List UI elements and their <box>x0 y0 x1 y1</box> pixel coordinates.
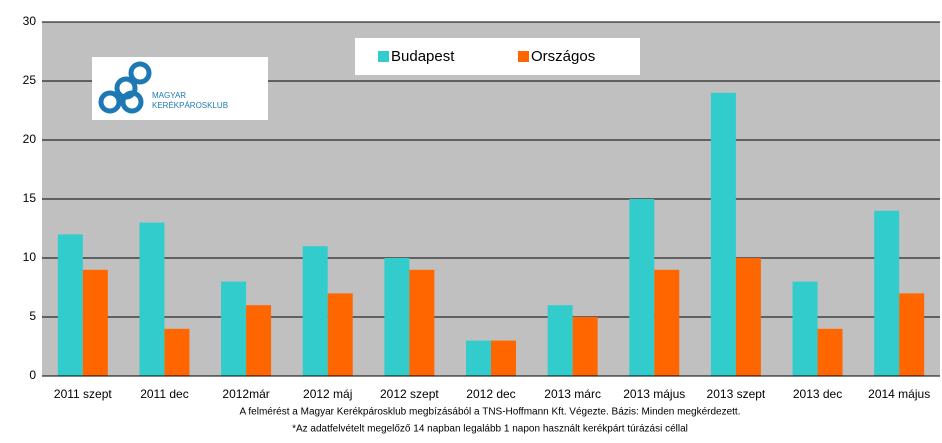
logo-box <box>92 57 268 120</box>
legend-label: Budapest <box>391 48 455 65</box>
bar <box>792 281 818 376</box>
bar <box>710 92 736 377</box>
y-tick-label: 30 <box>23 14 37 28</box>
bar <box>735 258 761 376</box>
x-tick-label: 2013 május <box>623 387 685 401</box>
footnote: *Az adatfelvételt megelőző 14 napban leg… <box>292 424 688 435</box>
bar <box>899 293 925 376</box>
bar <box>164 328 190 376</box>
x-tick-label: 2014 május <box>868 387 930 401</box>
bar <box>327 293 353 376</box>
bar <box>654 269 680 376</box>
bar <box>82 269 108 376</box>
y-tick-label: 5 <box>29 309 36 323</box>
x-tick-label: 2011 szept <box>54 387 112 401</box>
x-tick-label: 2013 dec <box>793 387 842 401</box>
bar <box>466 340 491 376</box>
x-tick-label: 2012már <box>222 387 269 401</box>
footnote: A felmérést a Magyar Kerékpárosklub megb… <box>240 407 741 418</box>
legend-swatch <box>518 51 529 62</box>
bar <box>139 222 165 376</box>
logo: MAGYAR KERÉKPÁROSKLUB <box>92 57 268 120</box>
bar <box>491 340 516 376</box>
bar <box>547 305 573 376</box>
bar <box>246 305 272 376</box>
bar <box>221 281 247 376</box>
bar <box>409 269 435 376</box>
legend-label: Országos <box>531 48 595 65</box>
logo-text: MAGYAR <box>152 91 186 100</box>
bar <box>817 328 843 376</box>
bar <box>302 246 328 376</box>
logo-text: KERÉKPÁROSKLUB <box>152 101 228 110</box>
x-tick-label: 2012 dec <box>466 387 515 401</box>
y-tick-label: 0 <box>29 368 36 382</box>
y-tick-label: 20 <box>23 132 37 146</box>
bar <box>572 317 598 376</box>
y-tick-label: 10 <box>23 250 37 264</box>
y-tick-label: 15 <box>23 191 37 205</box>
legend-swatch <box>378 51 389 62</box>
x-tick-label: 2011 dec <box>140 387 189 401</box>
bar <box>384 258 410 376</box>
logo-rings <box>98 61 152 114</box>
x-tick-label: 2013 szept <box>707 387 766 401</box>
y-tick-label: 25 <box>23 73 37 87</box>
x-tick-label: 2012 szept <box>380 387 439 401</box>
x-tick-label: 2013 márc <box>544 387 601 401</box>
legend-box <box>355 38 640 75</box>
bar <box>629 199 655 376</box>
bar <box>57 234 83 376</box>
x-tick-label: 2012 máj <box>303 387 352 401</box>
bar <box>874 210 900 376</box>
